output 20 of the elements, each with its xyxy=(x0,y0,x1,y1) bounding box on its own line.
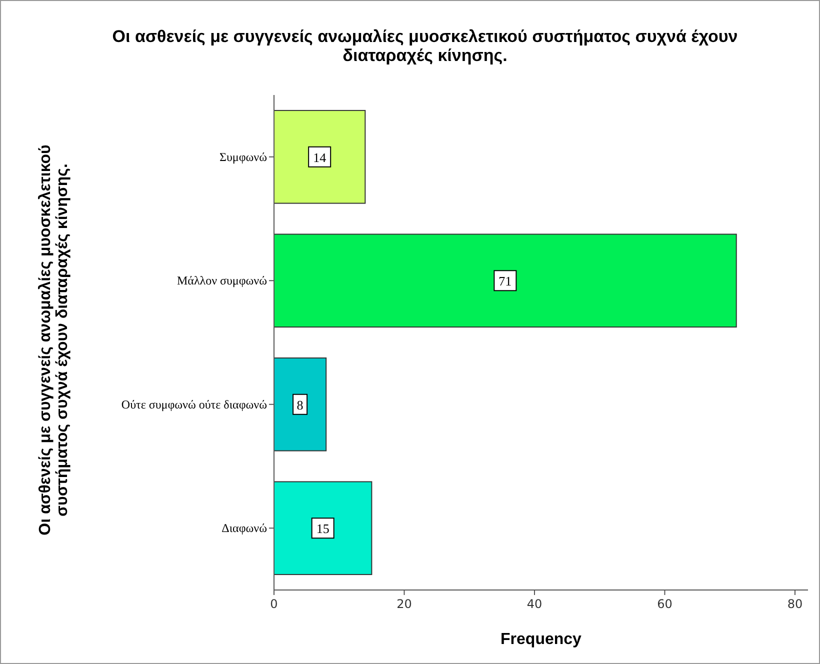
y-tick-label: Συμφωνώ xyxy=(219,150,268,164)
y-tick-label: Μάλλον συμφωνώ xyxy=(176,274,268,288)
x-tick-label: 40 xyxy=(526,597,542,611)
y-tick-label: Διαφωνώ xyxy=(222,521,268,536)
data-label: 8 xyxy=(296,397,304,412)
bar xyxy=(274,481,372,576)
bar xyxy=(274,357,327,452)
data-label: 14 xyxy=(313,150,327,165)
x-tick-label: 20 xyxy=(396,597,412,611)
chart-title: Οι ασθενείς με συγγενείς ανωμαλίες μυοσκελετικού συστήματος συχνά έχουν διαταραχές κίνησης. xyxy=(112,27,738,65)
data-label: 71 xyxy=(498,274,512,289)
data-label: 15 xyxy=(316,521,330,536)
x-tick-label: 60 xyxy=(657,597,672,611)
y-tick-label: Ούτε συμφωνώ ούτε διαφωνώ xyxy=(121,397,268,412)
x-axis-title: Frequency xyxy=(500,631,582,648)
bar xyxy=(274,110,366,204)
x-tick-label: 0 xyxy=(270,597,278,611)
x-tick-label: 80 xyxy=(787,597,803,611)
bar xyxy=(274,234,737,328)
y-axis-title: Οι ασθενείς με συγγενείς ανωμαλίες μυοσκελετικού συστήματος συχνά έχουν διαταραχές κίνησης. xyxy=(37,144,71,536)
